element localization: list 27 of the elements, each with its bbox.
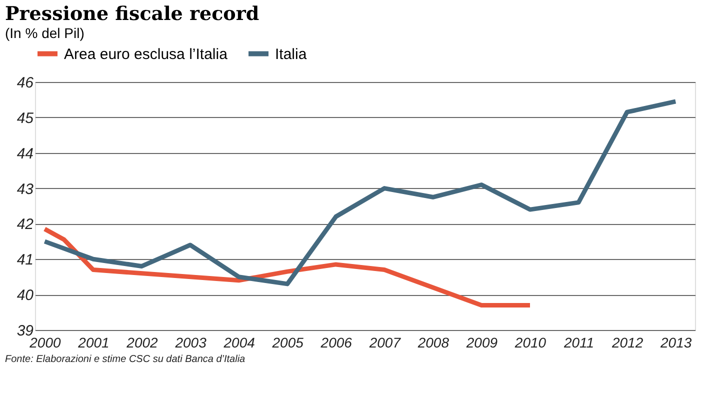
y-tick-label: 44: [16, 145, 34, 162]
x-tick-label: 2012: [610, 334, 644, 350]
chart-title: Pressione fiscale record: [5, 3, 260, 25]
x-tick-label: 2007: [368, 334, 402, 350]
x-tick-label: 2002: [126, 334, 158, 350]
y-tick-label: 40: [16, 287, 34, 304]
x-tick-label: 2000: [28, 334, 61, 350]
x-tick-label: 2011: [562, 334, 594, 350]
y-tick-label: 43: [16, 180, 34, 198]
x-tick-label: 2006: [320, 334, 352, 350]
y-tick-label: 46: [16, 74, 34, 92]
x-tick-label: 2009: [465, 334, 498, 350]
legend-label: Italia: [275, 46, 308, 63]
line-series: [42, 99, 678, 286]
y-tick-label: 45: [16, 110, 34, 127]
legend-label: Area euro esclusa l’Italia: [64, 46, 228, 63]
x-tick-label: 2008: [416, 334, 450, 350]
x-tick-label: 2004: [222, 334, 256, 350]
y-tick-label: 41: [16, 252, 34, 269]
x-tick-label: 2010: [514, 334, 546, 350]
x-tick-label: 2013: [660, 334, 692, 350]
x-tick-label: 2005: [271, 334, 304, 350]
chart-subtitle: (In % del Pil): [5, 25, 84, 41]
y-tick-label: 42: [16, 216, 34, 234]
source-note: Fonte: Elaborazioni e stime CSC su dati Banca d’Italia: [5, 354, 246, 365]
x-tick-label: 2003: [174, 334, 207, 350]
x-tick-label: 2001: [77, 334, 110, 350]
